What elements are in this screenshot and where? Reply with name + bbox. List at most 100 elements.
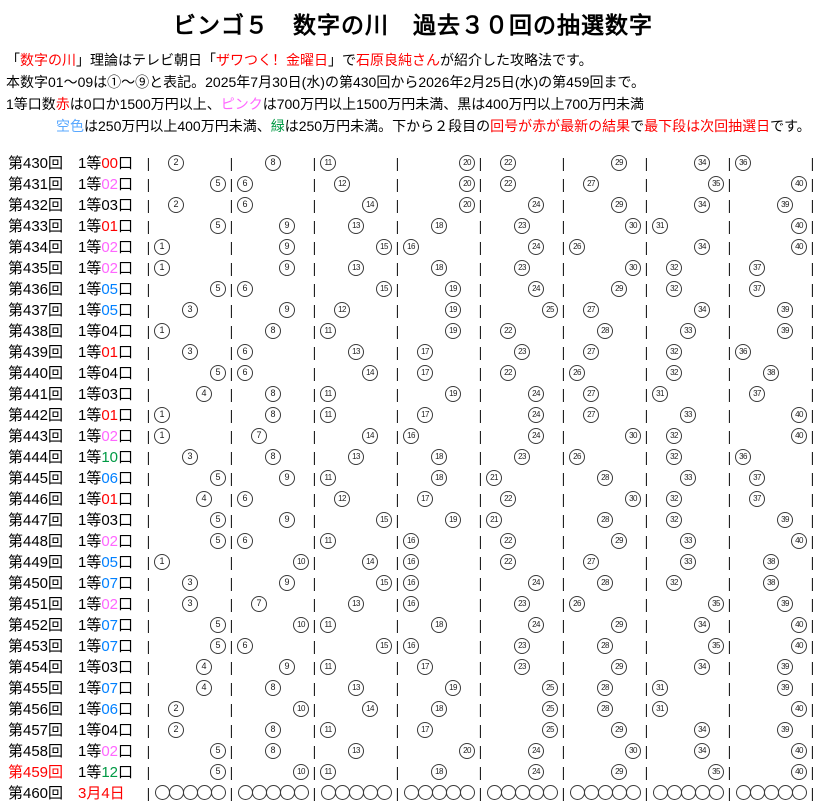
number-cell [349,635,363,656]
number-river: | 1 | 9 | 13 | 18 | 23 | 30 | 32 | 37 | [142,257,819,278]
number-cell [238,614,252,635]
number-cell [667,530,681,551]
drawn-number: 8 [265,742,281,759]
placeholder-circle [320,785,336,800]
number-cell: 34 [694,194,710,215]
group-separator: | [810,385,815,402]
number-cell [626,383,640,404]
number-cell [460,341,474,362]
draw-round-label: 第460回 [8,785,64,802]
number-cell [695,446,709,467]
number-cell: 11 [320,530,336,551]
number-cell [446,404,460,425]
intro-segment: 本数字01～09は①～⑨と表記。2025年7月30日(水)の第430回から202… [6,74,645,90]
number-cell [334,782,350,803]
number-cell: 13 [348,257,364,278]
number-cell [543,236,557,257]
group-separator: | [146,532,151,549]
number-cell [418,761,432,782]
drawn-number: 32 [666,574,682,591]
prize-count-label: 1等01口 [78,404,142,425]
group-separator: | [727,301,732,318]
drawn-number: 9 [279,658,295,675]
number-cell [626,551,640,572]
drawn-number: 27 [583,553,599,570]
number-cell [211,572,225,593]
number-cell [543,362,557,383]
drawn-number: 18 [431,469,447,486]
drawn-number: 27 [583,175,599,192]
number-cell [681,614,695,635]
number-cell: 29 [611,761,627,782]
drawn-number: 24 [528,427,544,444]
drawn-number: 11 [320,322,336,339]
number-cell [653,509,667,530]
prize-prefix: 1等 [78,659,102,676]
number-cell [183,551,197,572]
number-cell [238,467,252,488]
number-cell [778,488,792,509]
number-cell [515,320,529,341]
number-cell: 40 [791,635,807,656]
number-cell: 21 [486,467,502,488]
number-cell [460,572,474,593]
drawn-number: 3 [182,448,198,465]
number-cell [584,677,598,698]
number-cell [197,425,211,446]
number-cell: 19 [445,278,461,299]
number-cell: 24 [528,194,544,215]
number-cell [197,299,211,320]
number-cell: 32 [666,341,682,362]
number-cell: 23 [514,341,530,362]
number-cell [570,320,584,341]
number-cell [626,593,640,614]
number-cell: 30 [625,425,641,446]
number-cell [598,551,612,572]
placeholder-circle [459,785,475,800]
number-cell [681,488,695,509]
prize-count-value: 06 [101,470,119,487]
number-cell [543,740,557,761]
number-cell [598,299,612,320]
number-cell: 24 [528,236,544,257]
placeholder-circle [348,785,364,800]
group-separator: | [644,469,649,486]
drawn-number: 40 [791,406,807,423]
group-separator: | [727,721,732,738]
number-cell: 18 [431,614,447,635]
prize-count-value: 01 [101,344,119,361]
number-cell [681,509,695,530]
intro-segment: です。 [770,118,811,134]
drawn-number: 26 [569,448,585,465]
group-separator: | [727,469,732,486]
prize-prefix: 1等 [78,260,102,277]
number-cell [211,593,225,614]
number-cell [598,404,612,425]
number-cell [349,383,363,404]
drawn-number: 16 [403,637,419,654]
number-cell [612,425,626,446]
number-cell [155,656,169,677]
group-separator: | [478,637,483,654]
drawn-number: 9 [279,259,295,276]
number-cell [681,656,695,677]
prize-suffix: 口 [118,533,134,550]
number-river: | 5 | 8 | 13 | 20 | 24 | 30 | 34 | 40 | [142,740,819,761]
number-cell: 14 [362,362,378,383]
number-cell [598,152,612,173]
number-cell [736,362,750,383]
drawn-number: 16 [403,595,419,612]
drawn-number: 14 [362,553,378,570]
prize-count-value: 03 [101,659,119,676]
draw-round-label: 第446回 [8,491,64,508]
prize-count-label: 1等02口 [78,593,142,614]
drawn-number: 17 [417,658,433,675]
prize-suffix: 口 [118,281,134,298]
number-cell [460,761,474,782]
number-cell [280,320,294,341]
drawn-number: 9 [279,238,295,255]
number-cell [709,488,723,509]
number-cell [183,194,197,215]
number-cell [583,782,599,803]
number-cell [363,173,377,194]
